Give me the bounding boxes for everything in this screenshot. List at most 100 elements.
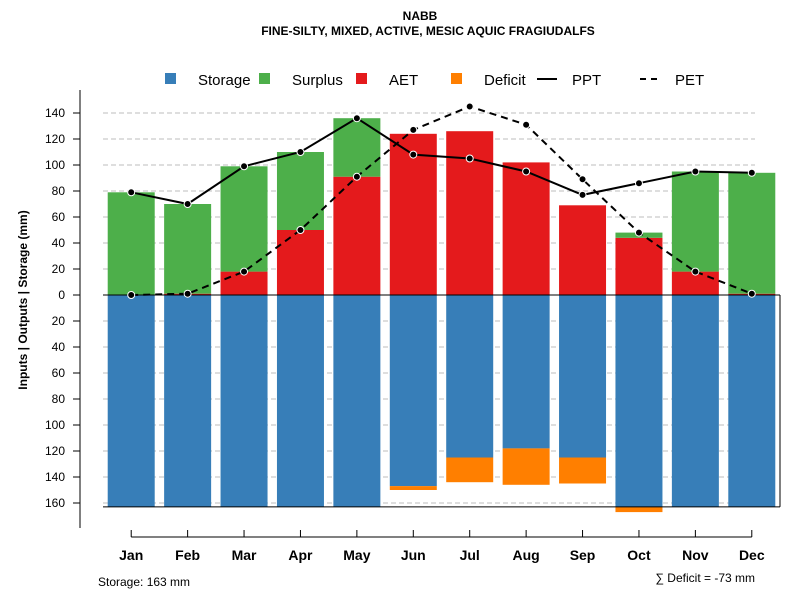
legend-swatch-aet: [356, 73, 367, 84]
y-tick-label: 60: [52, 366, 66, 380]
surplus-bar: [276, 152, 324, 230]
surplus-bar: [220, 166, 268, 272]
storage-footer: Storage: 163 mm: [98, 575, 190, 589]
deficit-bar: [446, 457, 494, 483]
aet-bar: [220, 271, 268, 295]
pet-line: [131, 105, 753, 296]
ppt-point: [296, 148, 305, 156]
y-tick-label: 80: [52, 392, 66, 406]
storage-bar: [107, 295, 155, 507]
x-tick-label: Apr: [288, 547, 313, 563]
ppt-point: [747, 168, 756, 177]
y-tick-label: 120: [45, 444, 65, 458]
deficit-bar: [615, 506, 663, 513]
series-lines: [127, 102, 756, 299]
ppt-point: [127, 188, 136, 197]
legend-label-storage: Storage: [198, 72, 251, 89]
y-tick-label: 80: [52, 184, 66, 198]
legend: Storage Surplus AET Deficit PPT PET: [165, 72, 704, 89]
legend-label-pet: PET: [675, 72, 704, 89]
pet-point: [183, 289, 192, 298]
y-tick-label: 40: [52, 236, 66, 250]
ppt-point: [240, 162, 249, 171]
storage-bar: [164, 295, 212, 507]
pet-point: [747, 289, 756, 298]
y-tick-label: 60: [52, 210, 66, 224]
storage-bar: [333, 295, 381, 507]
legend-swatch-surplus: [259, 73, 270, 84]
aet-bar: [389, 133, 437, 295]
axes: 160 140 120 100 80 60 40 20 0 20 40 60 80 100 120 140 Ja…: [45, 90, 765, 563]
y-tick-label: 0: [58, 288, 65, 302]
pet-point: [127, 291, 136, 299]
y-tick-label: 20: [52, 314, 66, 328]
x-tick-label: Oct: [627, 547, 651, 563]
y-tick-label: 140: [45, 106, 65, 120]
aet-bar: [276, 230, 324, 295]
ppt-point: [691, 167, 700, 176]
x-tick-label: Nov: [682, 547, 709, 563]
x-tick-label: Aug: [513, 547, 540, 563]
deficit-bar: [389, 486, 437, 490]
surplus-bar: [728, 172, 776, 294]
legend-swatch-storage: [165, 73, 176, 84]
pet-point: [409, 125, 418, 134]
pet-point: [352, 172, 361, 181]
x-tick-label: Dec: [739, 547, 765, 563]
y-tick-label: 40: [52, 340, 66, 354]
y-axis-label: Inputs | Outputs | Storage (mm): [16, 210, 30, 389]
pet-point: [578, 175, 587, 184]
bars: [103, 118, 781, 513]
y-tick-label: 20: [52, 262, 66, 276]
x-tick-label: Jun: [401, 547, 426, 563]
ppt-point: [352, 114, 361, 123]
ppt-point: [634, 179, 643, 188]
ppt-line: [131, 117, 752, 206]
y-tick-label: 100: [45, 158, 65, 172]
storage-bar: [671, 295, 719, 507]
storage-bar: [446, 295, 494, 458]
x-tick-label: Jul: [460, 547, 480, 563]
pet-point: [296, 226, 305, 234]
aet-bar: [671, 271, 719, 295]
x-tick-label: Mar: [232, 547, 257, 563]
deficit-bar: [559, 457, 607, 484]
y-tick-label: 140: [45, 470, 65, 484]
legend-label-deficit: Deficit: [484, 72, 527, 89]
pet-point: [691, 267, 700, 276]
storage-bar: [220, 295, 268, 507]
x-tick-label: Feb: [175, 547, 200, 563]
storage-bar: [276, 295, 324, 507]
deficit-footer: ∑ Deficit = -73 mm: [655, 571, 755, 585]
ppt-point: [465, 154, 474, 163]
deficit-bar: [502, 448, 550, 485]
pet-point: [465, 102, 474, 111]
x-tick-label: Jan: [119, 547, 143, 563]
storage-bar: [615, 295, 663, 507]
ppt-point: [183, 200, 192, 208]
surplus-bar: [164, 204, 212, 294]
chart-title: NABB: [403, 9, 438, 23]
pet-point: [240, 267, 249, 276]
legend-label-aet: AET: [389, 72, 418, 89]
chart-subtitle: FINE-SILTY, MIXED, ACTIVE, MESIC AQUIC F…: [261, 24, 595, 38]
legend-swatch-deficit: [451, 73, 462, 84]
storage-bar: [728, 295, 776, 507]
surplus-bar: [671, 171, 719, 272]
legend-label-ppt: PPT: [572, 72, 601, 89]
ppt-point: [578, 190, 587, 199]
storage-bar: [559, 295, 607, 458]
aet-bar: [333, 176, 381, 295]
aet-bar: [502, 162, 550, 295]
storage-bar: [502, 295, 550, 449]
ppt-point: [522, 167, 531, 176]
aet-bar: [559, 205, 607, 295]
y-tick-label: 160: [45, 496, 65, 510]
y-tick-label: 120: [45, 132, 65, 146]
y-tick-label: 100: [45, 418, 65, 432]
ppt-point: [409, 150, 418, 159]
legend-label-surplus: Surplus: [292, 72, 343, 89]
pet-point: [634, 228, 643, 237]
storage-bar: [389, 295, 437, 487]
